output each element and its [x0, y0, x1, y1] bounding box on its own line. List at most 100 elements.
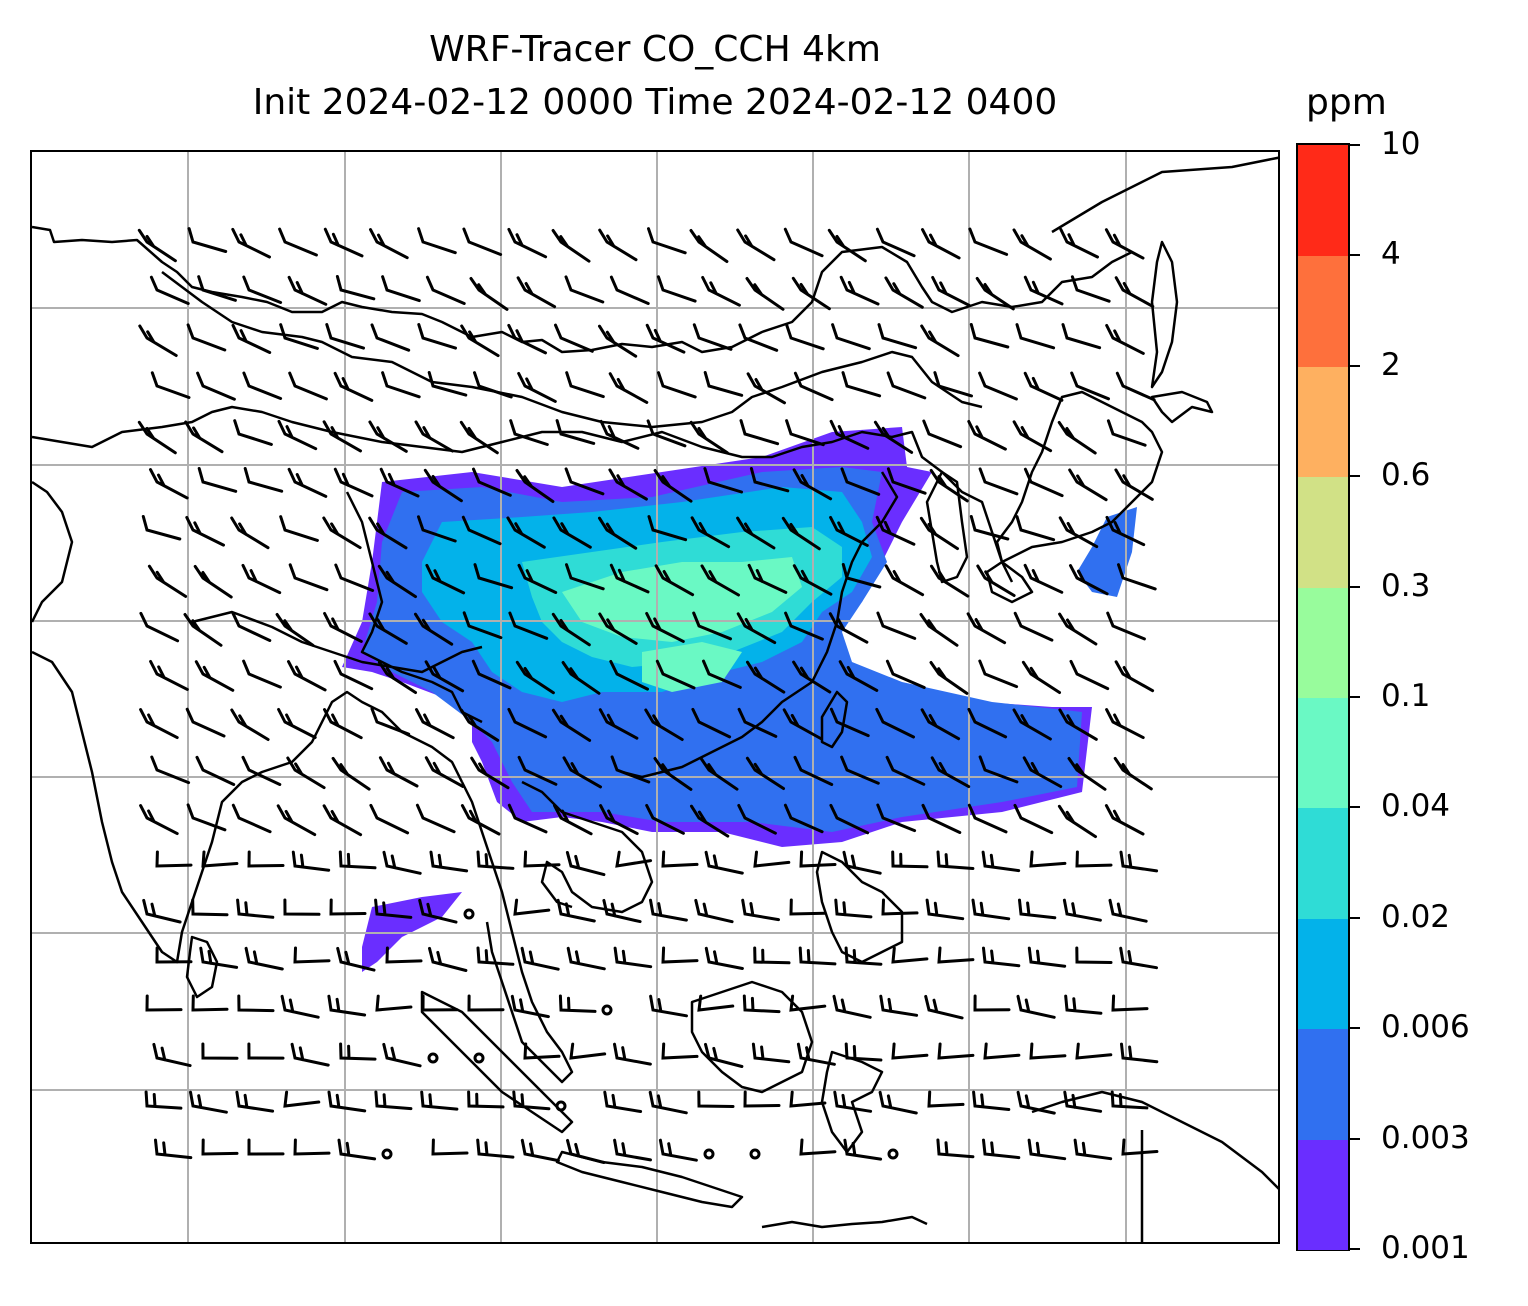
wind-barb	[975, 276, 1015, 311]
wind-barb	[967, 803, 1008, 834]
wind-barb	[746, 660, 786, 694]
wind-barb	[512, 1090, 551, 1111]
wind-barb	[566, 1138, 606, 1164]
wind-barb	[1114, 468, 1154, 501]
colorbar-segment	[1298, 145, 1348, 257]
wind-barb	[1057, 420, 1097, 455]
wind-barb	[831, 323, 871, 351]
wind-barb	[782, 708, 823, 740]
wind-barb	[421, 994, 459, 1012]
wind-barb	[873, 420, 914, 454]
colorbar-segment	[1298, 917, 1348, 1030]
wind-barb	[792, 660, 832, 694]
coast-russia-north	[32, 225, 1133, 354]
wind-barb	[287, 660, 327, 692]
wind-barb	[247, 1042, 285, 1060]
colorbar-tick-label: 0.6	[1381, 457, 1431, 494]
wind-barb	[796, 1042, 836, 1066]
wind-barb	[429, 850, 469, 873]
wind-barb	[425, 275, 466, 305]
wind-barb	[783, 227, 824, 258]
wind-barb	[322, 804, 363, 837]
coast-lesser-sunda	[761, 1215, 928, 1229]
wind-barb	[460, 708, 500, 742]
wind-barb	[937, 1042, 975, 1060]
wind-barb	[139, 708, 179, 740]
wind-barb	[598, 516, 638, 550]
coast-china-north	[32, 405, 1014, 583]
wind-barb	[323, 612, 363, 643]
wind-barb	[599, 804, 639, 836]
wind-barb	[462, 227, 503, 256]
wind-barb	[691, 707, 732, 739]
colorbar-segment	[1298, 1028, 1348, 1140]
wind-barb	[520, 1138, 560, 1163]
wind-barb	[704, 850, 744, 875]
wind-barb	[737, 707, 778, 738]
wind-barb	[653, 469, 693, 503]
wind-barb	[609, 563, 650, 594]
wind-barb	[471, 659, 512, 690]
wind-barb	[841, 371, 882, 398]
wind-barb	[462, 611, 503, 640]
wind-barb	[920, 708, 961, 741]
wind-barb	[1069, 659, 1110, 691]
wind-barb	[885, 659, 926, 689]
wind-barb	[417, 515, 457, 543]
wind-barb	[602, 898, 642, 924]
wind-barb	[753, 946, 791, 965]
wind-barb	[278, 227, 318, 257]
wind-barb	[924, 994, 964, 1020]
wind-barb	[152, 1042, 192, 1068]
wind-barb	[1023, 371, 1064, 402]
wind-barb	[279, 323, 319, 350]
coast-himalaya	[191, 610, 483, 674]
wind-barb	[523, 1042, 561, 1060]
wind-barb	[1057, 804, 1097, 839]
wind-barb	[230, 708, 270, 741]
wind-barb	[186, 803, 227, 832]
colorbar-tick	[1350, 696, 1360, 698]
wind-barb	[829, 803, 870, 835]
wind-barb	[144, 1090, 183, 1110]
coast-sumatra	[420, 990, 574, 1134]
wind-barb	[338, 850, 377, 870]
wind-barb	[322, 420, 362, 453]
wind-barb	[194, 660, 235, 692]
coast-java	[555, 1150, 744, 1209]
wind-barb	[564, 275, 605, 304]
wind-barb	[322, 516, 362, 550]
colorbar-tick	[1350, 585, 1360, 588]
wind-barb	[613, 946, 653, 969]
wind-barb	[513, 898, 551, 916]
wind-barb	[231, 803, 272, 834]
wind-barb	[657, 371, 697, 399]
wind-barb	[1061, 323, 1102, 350]
wind-barb	[553, 804, 593, 836]
colorbar-tick-label: 0.003	[1381, 1119, 1470, 1156]
wind-barb	[277, 708, 317, 739]
wind-barb	[833, 1090, 873, 1113]
wind-barb	[189, 1090, 228, 1114]
wind-barb	[191, 994, 229, 1012]
wind-barb	[379, 467, 420, 498]
coast-sakhalin	[1150, 240, 1179, 389]
wind-barb	[737, 804, 777, 835]
wind-barb	[476, 850, 515, 870]
wind-barb	[201, 850, 239, 868]
wind-barb	[598, 228, 638, 262]
wind-barb	[138, 324, 178, 357]
wind-barb	[1105, 515, 1146, 547]
wind-barb	[842, 850, 882, 875]
wind-barb	[1058, 612, 1098, 646]
wind-barb	[704, 1042, 744, 1068]
wind-barb	[749, 467, 790, 493]
wind-barb	[1018, 898, 1057, 920]
wind-barb	[742, 994, 781, 1014]
wind-barb	[241, 755, 282, 786]
wind-barb	[925, 898, 965, 921]
wind-barb	[654, 564, 695, 597]
wind-barb	[150, 371, 191, 399]
wind-barb	[747, 563, 788, 594]
wind-barb	[649, 898, 688, 922]
